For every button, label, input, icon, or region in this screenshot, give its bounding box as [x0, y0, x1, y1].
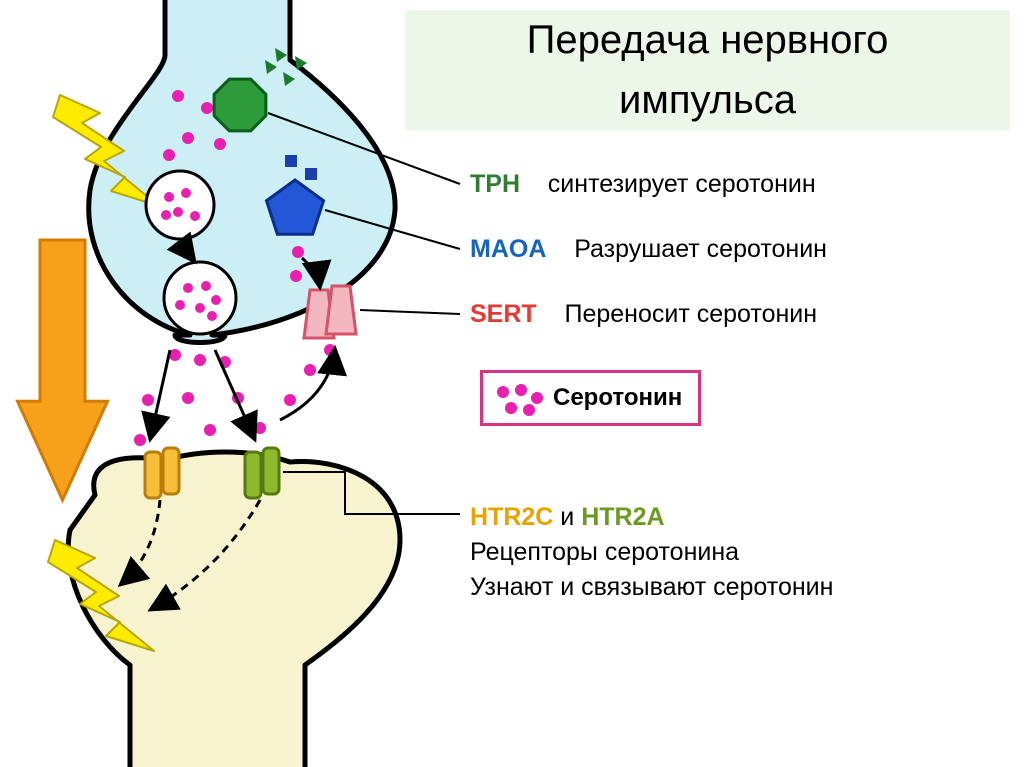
htr2a-label: HTR2A	[581, 503, 664, 531]
diagram-canvas: Передача нервного импульса TPH синтезиру…	[0, 0, 1024, 767]
receptors-legend: HTR2C и HTR2A Рецепторы серотонина Узнаю…	[470, 500, 833, 605]
serotonin-dots-icon	[483, 376, 553, 420]
htr2c-label: HTR2C	[470, 503, 553, 531]
legend-sert: SERT Переносит серотонин	[470, 300, 817, 329]
legend-tph-text: синтезирует серотонин	[548, 170, 816, 198]
serotonin-label: Серотонин	[553, 384, 682, 412]
legend-tph: TPH синтезирует серотонин	[470, 170, 816, 199]
legend-maoa-key: MAOA	[470, 235, 546, 263]
and-label: и	[553, 503, 581, 531]
receptors-line2: Рецепторы серотонина	[470, 535, 833, 570]
title-line2: импульса	[405, 70, 1010, 130]
legend-maoa: MAOA Разрушает серотонин	[470, 235, 827, 264]
legend-maoa-text: Разрушает серотонин	[574, 235, 827, 263]
receptors-line3: Узнают и связывают серотонин	[470, 570, 833, 605]
legend-sert-text: Переносит серотонин	[564, 300, 817, 328]
serotonin-legend-box: Серотонин	[480, 370, 701, 426]
legend-sert-key: SERT	[470, 300, 537, 328]
legend-tph-key: TPH	[470, 170, 520, 198]
diagram-title: Передача нервного импульса	[405, 10, 1010, 130]
title-line1: Передача нервного	[405, 10, 1010, 70]
receptors-line1: HTR2C и HTR2A	[470, 500, 833, 535]
